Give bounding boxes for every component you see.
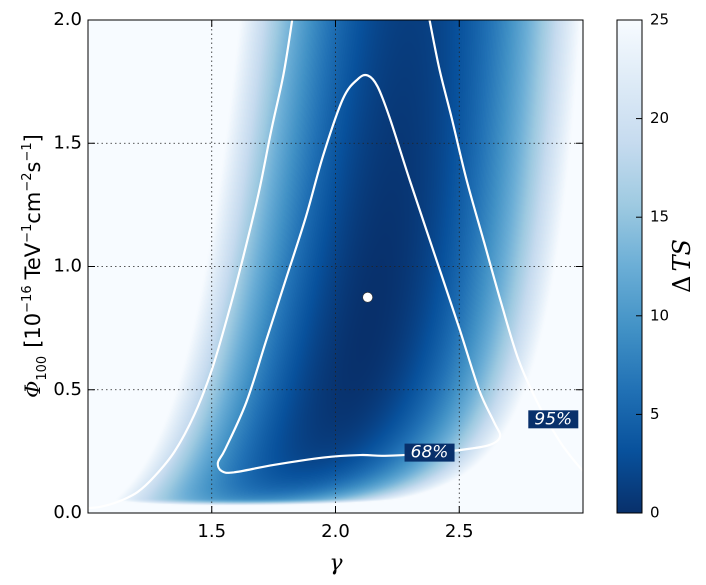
x-axis: 1.5 2.0 2.5 — [197, 20, 474, 542]
colorbar: 0 5 10 15 20 25 — [616, 11, 669, 522]
y-tick-label-1: 0.5 — [53, 379, 82, 400]
best-fit-marker — [362, 292, 373, 303]
x-axis-label: γ — [329, 551, 343, 576]
contour-95-right — [428, 20, 583, 472]
ylabel-bracket-open: [ — [21, 340, 45, 348]
label-95-gap — [528, 410, 579, 429]
contour-label-95: 95% — [534, 409, 572, 429]
y-tick-label-2: 1.0 — [53, 256, 82, 277]
x-tick-label-1: 2.0 — [321, 521, 350, 542]
ylabel-exp3: −2 — [20, 173, 35, 192]
y-tick-label-0: 0.0 — [53, 502, 82, 523]
colorbar-label: Δ TS — [668, 239, 696, 293]
grid-lines — [88, 20, 583, 513]
svg-text:ΔTS: Δ TS — [668, 239, 696, 293]
ylabel-unit1: TeV — [21, 242, 45, 280]
y-tick-label-4: 2.0 — [53, 9, 82, 30]
ylabel-phi-sub: 100 — [35, 356, 50, 381]
ylabel-exp2: −1 — [20, 224, 35, 243]
ylabel-phi: Φ — [21, 381, 45, 398]
ylabel-unit3: s — [21, 162, 45, 173]
colorbar-scale — [616, 19, 643, 514]
ylabel-exp4: −1 — [20, 142, 35, 161]
contour-label-68: 68% — [411, 443, 449, 463]
colorbar-tick-label-4: 20 — [650, 109, 669, 127]
x-tick-label-0: 1.5 — [197, 521, 226, 542]
ylabel-bracket-close: ] — [21, 134, 45, 142]
x-tick-label-2: 2.5 — [445, 521, 474, 542]
colorbar-label-delta: Δ — [668, 276, 696, 293]
colorbar-tick-label-5: 25 — [650, 11, 669, 29]
colorbar-label-ts: TS — [668, 239, 696, 271]
colorbar-tick-label-3: 15 — [650, 208, 669, 226]
colorbar-tick-label-2: 10 — [650, 306, 669, 324]
ylabel-base: 10 — [21, 313, 45, 340]
ylabel-unit2: cm — [21, 192, 45, 224]
colorbar-tick-label-0: 0 — [650, 504, 660, 522]
y-axis-label: Φ100[10−16TeV−1cm−2s−1] — [20, 134, 50, 398]
ylabel-exp1: −16 — [20, 285, 35, 312]
label-68-gap — [404, 443, 455, 462]
plot-area: 68% 95% — [87, 19, 584, 514]
colorbar-tick-label-1: 5 — [650, 405, 660, 423]
contour-95-left — [88, 20, 294, 510]
colorbar-ticks: 0 5 10 15 20 25 — [636, 11, 669, 522]
svg-text:Φ100[10−16TeV−1cm−2s−1]: Φ100[10−16TeV−1cm−2s−1] — [20, 134, 50, 398]
y-tick-label-3: 1.5 — [53, 132, 82, 153]
y-axis: 0.0 0.5 1.0 1.5 2.0 — [53, 9, 583, 523]
